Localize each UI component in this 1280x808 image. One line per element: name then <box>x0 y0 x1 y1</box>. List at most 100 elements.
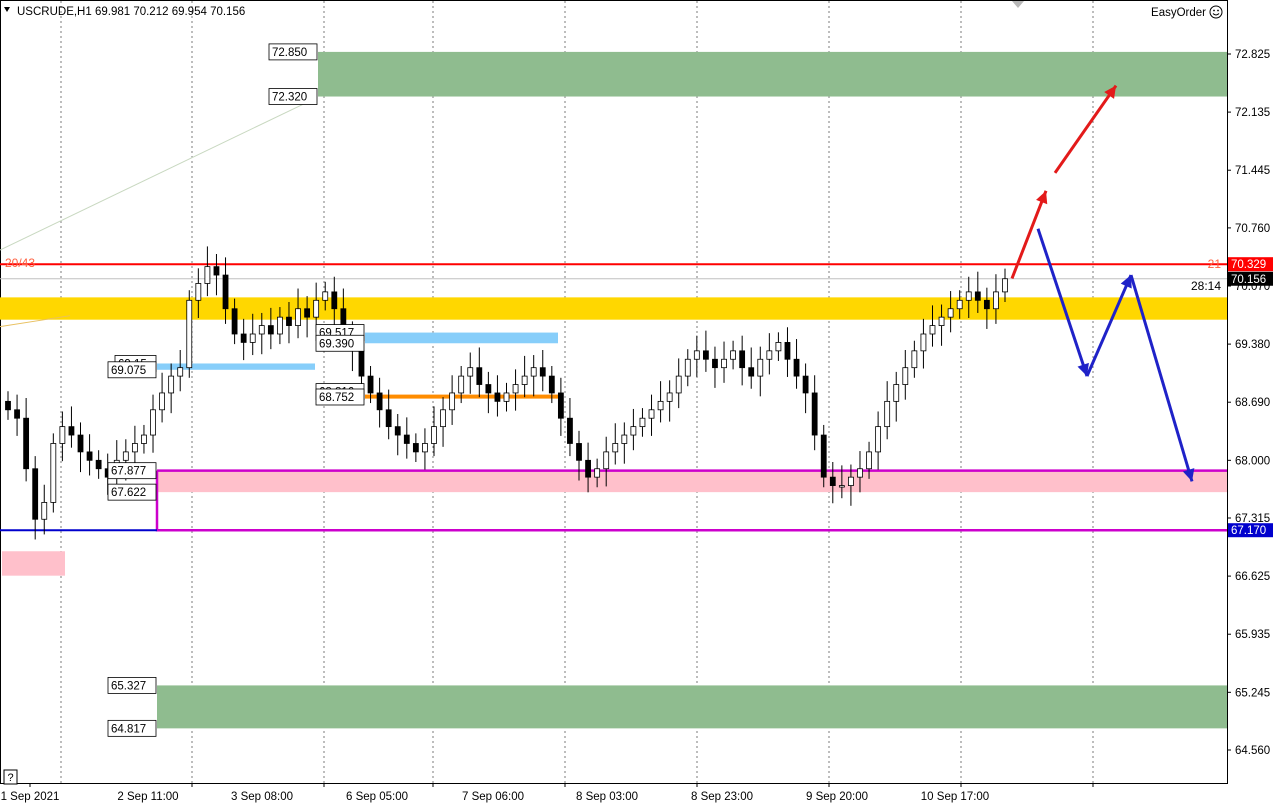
x-tick-label: 1 Sep 2021 <box>1 791 60 803</box>
candle-body <box>894 385 899 402</box>
candle-body <box>196 283 201 300</box>
candle-body <box>268 326 273 334</box>
candle-body <box>540 368 545 376</box>
x-tick-label: 3 Sep 08:00 <box>231 791 293 803</box>
candle-body <box>132 443 137 451</box>
candle-body <box>151 410 156 435</box>
zone-band <box>157 471 1227 492</box>
zone-label: 72.850 <box>272 47 307 59</box>
candle-body <box>259 326 264 334</box>
y-tick-label: 68.690 <box>1235 397 1270 409</box>
candle-body <box>631 427 636 435</box>
candle-body <box>42 502 47 519</box>
x-tick-label: 10 Sep 17:00 <box>921 791 989 803</box>
candle-body <box>495 393 500 401</box>
candle-body <box>205 267 210 284</box>
y-tick-label: 72.825 <box>1235 49 1270 61</box>
expert-label[interactable]: EasyOrder <box>1151 7 1206 19</box>
candle-body <box>187 300 192 367</box>
line-left-label: 20/43 <box>5 256 35 270</box>
candle-body <box>577 443 582 460</box>
candle-body <box>558 393 563 418</box>
zone-label: 72.320 <box>272 92 307 104</box>
candle-body <box>567 418 572 443</box>
candle-body <box>33 469 38 520</box>
candle-body <box>658 401 663 409</box>
candle-body <box>286 317 291 325</box>
y-tick-label: 65.935 <box>1235 629 1270 641</box>
help-button[interactable]: ? <box>4 770 17 784</box>
candle-body <box>975 292 980 300</box>
symbol-info: USCRUDE,H1 69.981 70.212 69.954 70.156 <box>17 6 245 18</box>
candle-body <box>386 410 391 427</box>
candle-body <box>921 334 926 351</box>
candle-body <box>649 410 654 418</box>
candle-body <box>377 393 382 410</box>
menu-triangle-icon[interactable] <box>4 7 10 12</box>
trend-ray <box>0 99 315 250</box>
shift-marker-icon[interactable] <box>1012 1 1024 8</box>
candle-body <box>441 410 446 427</box>
candle-body <box>821 435 826 477</box>
zone-band <box>0 297 1227 319</box>
candle-body <box>885 401 890 426</box>
zone-band <box>365 333 558 344</box>
zone-label: 68.752 <box>319 392 354 404</box>
candle-body <box>232 309 237 334</box>
x-tick-label: 9 Sep 20:00 <box>806 791 868 803</box>
zone-label: 67.877 <box>111 466 146 478</box>
arrow-segment <box>1087 275 1131 376</box>
candle-body <box>504 393 509 401</box>
candle-body <box>395 427 400 435</box>
vertical-grid <box>61 1 1093 783</box>
candle-body <box>676 376 681 393</box>
x-tick-label: 8 Sep 23:00 <box>691 791 753 803</box>
candle-body <box>314 300 319 317</box>
zone-band <box>318 52 1227 97</box>
candle-body <box>296 309 301 326</box>
candle-body <box>169 376 174 393</box>
candle-body <box>667 393 672 401</box>
time-axis: 1 Sep 2021 2 Sep 11:00 3 Sep 08:00 6 Sep 05… <box>1 783 1093 803</box>
zone-label: 67.622 <box>111 487 146 499</box>
candle-body <box>758 359 763 376</box>
zone-label: 69.075 <box>111 365 146 377</box>
candle-body <box>640 418 645 426</box>
candle-body <box>477 368 482 385</box>
candle-body <box>468 368 473 376</box>
candle-body <box>595 469 600 477</box>
candle-body <box>685 359 690 376</box>
candle-body <box>531 368 536 376</box>
candle-body <box>993 292 998 309</box>
candle-body <box>803 376 808 393</box>
candle-body <box>160 393 165 410</box>
candle-body <box>214 267 219 275</box>
candle-body <box>903 368 908 385</box>
candle-body <box>450 393 455 410</box>
candle-body <box>613 443 618 451</box>
candle-body <box>513 385 518 393</box>
candle-body <box>413 443 418 451</box>
candle-body <box>740 351 745 368</box>
candle-body <box>794 359 799 376</box>
candle-body <box>948 309 953 317</box>
candle-body <box>749 368 754 376</box>
price-zones <box>0 52 1227 728</box>
candle-body <box>323 292 328 300</box>
candle-body <box>96 460 101 468</box>
candle-body <box>622 435 627 443</box>
candle-body <box>404 435 409 443</box>
y-tick-label: 70.760 <box>1235 223 1270 235</box>
x-tick-label: 6 Sep 05:00 <box>346 791 408 803</box>
y-tick-label: 68.000 <box>1235 455 1270 467</box>
candle-body <box>939 317 944 325</box>
candle-body <box>912 351 917 368</box>
candle-body <box>60 427 65 444</box>
x-tick-label: 2 Sep 11:00 <box>117 791 178 803</box>
candle-body <box>241 334 246 342</box>
candle-body <box>812 393 817 435</box>
candle-body <box>857 469 862 477</box>
candle-body <box>486 385 491 393</box>
